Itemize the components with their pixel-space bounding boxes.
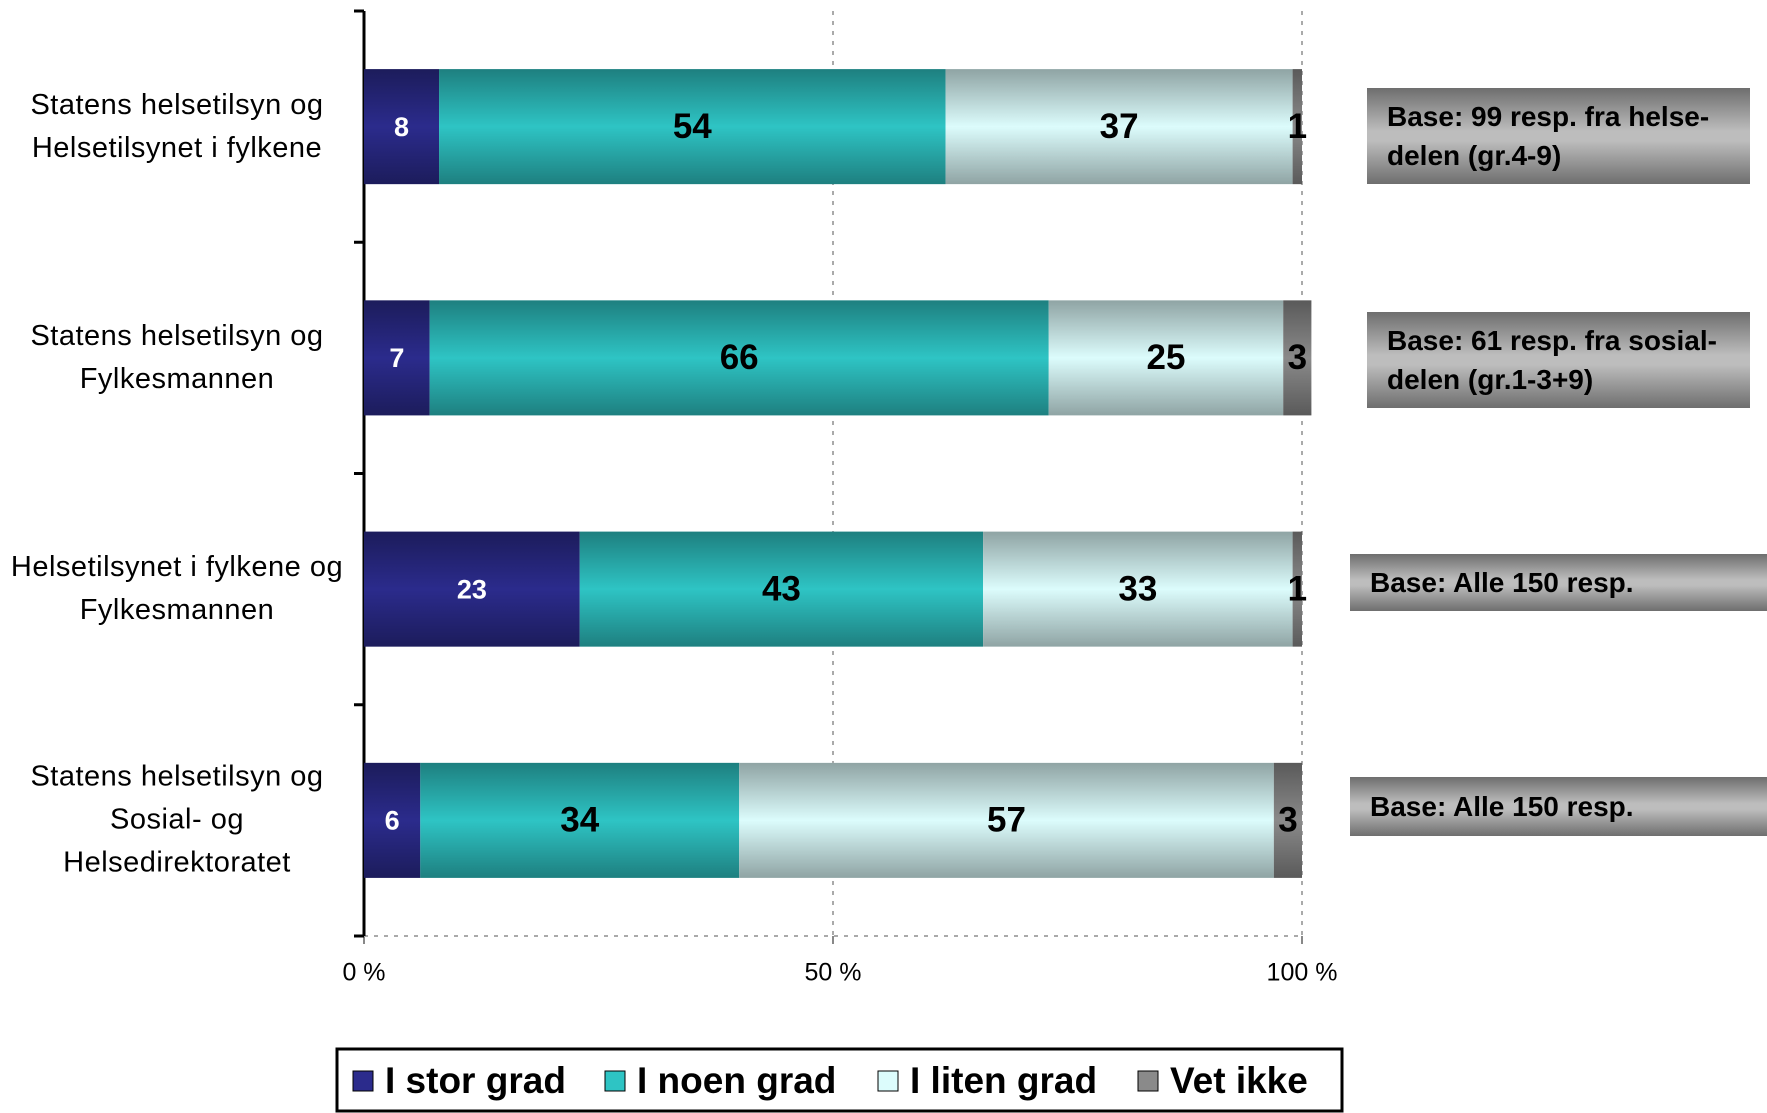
bar-shade xyxy=(364,300,430,416)
value-label: 6 xyxy=(385,806,400,836)
bar-shade xyxy=(1283,300,1312,416)
annotation: Base: Alle 150 resp. xyxy=(1350,554,1767,611)
bar-shade xyxy=(1292,531,1302,647)
bar-shade xyxy=(983,531,1293,647)
value-label: 54 xyxy=(673,107,712,146)
bar-shade xyxy=(439,69,946,185)
legend-label: I liten grad xyxy=(910,1060,1097,1101)
bar-shade xyxy=(429,300,1049,416)
value-label: 34 xyxy=(560,801,599,840)
bar-shade xyxy=(1048,300,1284,416)
value-label: 57 xyxy=(987,801,1026,840)
bar-shade xyxy=(579,531,984,647)
value-label: 37 xyxy=(1100,107,1139,146)
bar-shade xyxy=(364,69,440,185)
value-label: 3 xyxy=(1278,801,1297,840)
value-label: 1 xyxy=(1288,569,1307,608)
category-label: Statens helsetilsyn og Helsetilsynet i f… xyxy=(30,88,324,164)
legend-label: I noen grad xyxy=(637,1060,836,1101)
legend-label: I stor grad xyxy=(385,1060,566,1101)
annotation: Base: 61 resp. fra sosial-delen (gr.1-3+… xyxy=(1367,312,1750,408)
value-label: 25 xyxy=(1147,338,1186,377)
legend-label: Vet ikke xyxy=(1170,1060,1308,1101)
value-label: 23 xyxy=(457,574,487,604)
value-label: 3 xyxy=(1288,338,1307,377)
category-label: Helsetilsynet i fylkene og Fylkesmannen xyxy=(10,551,344,627)
bar-shade xyxy=(364,762,421,878)
value-label: 7 xyxy=(389,343,404,373)
x-tick-label: 50 % xyxy=(805,959,862,987)
bar-shade xyxy=(420,762,740,878)
legend-swatch xyxy=(877,1070,899,1092)
legend-swatch xyxy=(352,1070,374,1092)
legend-box xyxy=(335,1047,1344,1113)
annotation: Base: Alle 150 resp. xyxy=(1350,777,1767,836)
bar-shade xyxy=(945,69,1293,185)
bar-shade xyxy=(364,531,580,647)
value-label: 66 xyxy=(720,338,759,377)
legend-swatch xyxy=(1137,1070,1159,1092)
value-label: 1 xyxy=(1288,107,1307,146)
bar-shade xyxy=(739,762,1274,878)
category-label: Statens helsetilsyn og Fylkesmannen xyxy=(30,319,324,395)
value-label: 33 xyxy=(1118,569,1157,608)
bar-shade xyxy=(1292,69,1302,185)
category-label: Statens helsetilsyn og Sosial- og Helsed… xyxy=(30,760,324,879)
value-label: 43 xyxy=(762,569,801,608)
legend: I stor grad I noen grad I liten grad Vet ik… xyxy=(335,1047,1344,1113)
legend-swatch xyxy=(604,1070,626,1092)
x-tick-label: 100 % xyxy=(1267,959,1338,987)
x-tick-label: 0 % xyxy=(342,959,385,987)
bar-shade xyxy=(1273,762,1302,878)
annotation: Base: 99 resp. fra helse-delen (gr.4-9) xyxy=(1367,88,1750,184)
value-label: 8 xyxy=(394,112,409,142)
